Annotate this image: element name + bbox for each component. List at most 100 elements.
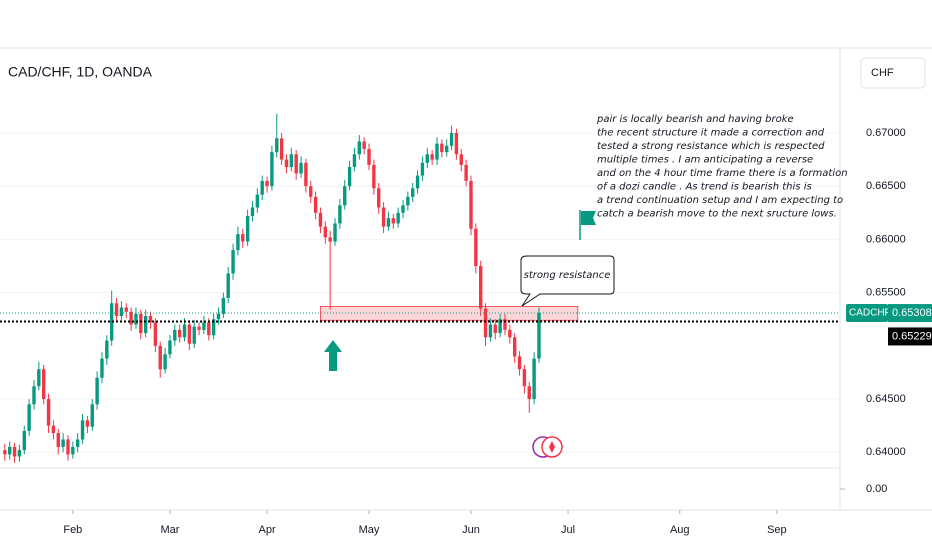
candle-body — [163, 354, 167, 370]
candle-body — [459, 154, 463, 165]
candle-body — [90, 404, 94, 427]
candle-body — [309, 186, 313, 197]
candle-body — [226, 273, 230, 298]
candle-body — [323, 226, 328, 238]
candle-body — [527, 386, 531, 400]
candle-body — [508, 329, 512, 338]
candle-body — [275, 138, 279, 153]
x-tick-label: Jul — [561, 524, 575, 536]
candle-body — [129, 311, 133, 325]
candle-body — [119, 307, 124, 317]
candle-body — [139, 313, 143, 334]
candle-body — [134, 313, 138, 325]
candle-body — [71, 446, 75, 455]
candle-body — [51, 425, 56, 434]
candle-body — [265, 180, 269, 187]
x-tick-label: Sep — [767, 524, 787, 536]
x-tick-label: Mar — [160, 524, 179, 536]
candle-body — [299, 162, 303, 174]
y-tick-label: 0.65500 — [866, 287, 906, 299]
candle-body — [95, 377, 99, 405]
note-line: catch a bearish move to the next sructur… — [597, 209, 837, 220]
candle-body — [449, 132, 454, 146]
candle-body — [445, 145, 449, 153]
candle-body — [313, 196, 318, 213]
flag — [581, 211, 596, 225]
note-line: pair is locally bearish and having broke — [596, 114, 794, 125]
candle-body — [483, 308, 488, 338]
candle-body — [478, 266, 483, 309]
x-tick-label: Jun — [462, 524, 480, 536]
flag-icon — [549, 441, 555, 453]
candle-body — [241, 234, 245, 242]
candle-body — [85, 420, 90, 427]
candle-body — [12, 446, 17, 457]
candle-body — [158, 345, 162, 370]
candle-body — [41, 369, 46, 400]
candle-body — [362, 141, 366, 149]
resistance-zone — [320, 306, 579, 321]
candle-body — [430, 154, 434, 160]
candle-body — [401, 205, 405, 213]
candle-body — [66, 439, 70, 455]
candle-body — [231, 250, 235, 274]
candle-body — [469, 180, 473, 229]
candle-body — [124, 307, 128, 312]
candle-body — [260, 180, 264, 195]
candle-body — [420, 162, 425, 176]
candle-body — [32, 386, 36, 405]
candle-body — [357, 141, 362, 155]
candle-body — [46, 399, 51, 426]
candle-body — [517, 356, 522, 370]
y-tick-label: 0.67000 — [866, 127, 906, 139]
candle-body — [197, 326, 201, 330]
y-tick-label: 0.66000 — [866, 233, 906, 245]
candle-body — [211, 319, 216, 336]
candle-body — [27, 404, 31, 431]
currency-label: CHF — [871, 67, 894, 79]
callout-text: strong resistance — [524, 270, 611, 281]
note-line: and on the 4 hour time frame there is a … — [597, 168, 848, 179]
callout-box — [520, 255, 615, 307]
candle-body — [333, 223, 337, 242]
candle-body — [347, 167, 352, 187]
candle-body — [435, 143, 439, 160]
x-tick-label: May — [359, 524, 380, 536]
symbol-label: CADCHF — [849, 308, 891, 319]
candle-body — [318, 212, 323, 227]
currency-button[interactable] — [860, 57, 926, 89]
volume-tick-label: 0.00 — [866, 483, 887, 495]
candle-body — [406, 196, 410, 206]
candle-body — [343, 186, 347, 206]
candle-body — [284, 159, 289, 168]
candle-body — [216, 313, 221, 320]
candle-body — [114, 303, 119, 317]
candle-body — [75, 439, 80, 447]
candle-body — [250, 207, 255, 216]
candle-body — [173, 329, 177, 341]
candle-body — [61, 439, 65, 447]
candle-body — [411, 188, 415, 197]
candle-body — [440, 143, 444, 153]
x-tick-label: Feb — [63, 524, 82, 536]
candle-body — [279, 138, 284, 160]
candle-body — [289, 154, 294, 168]
candle-body — [270, 152, 274, 187]
candle-body — [177, 329, 182, 338]
candle-body — [328, 237, 332, 242]
y-tick-label: 0.66500 — [866, 180, 906, 192]
arrow-up — [324, 340, 342, 371]
plot — [0, 113, 840, 463]
candle-body — [503, 319, 507, 330]
candle-body — [80, 420, 85, 440]
candle-body — [425, 154, 429, 163]
candle-body — [236, 234, 240, 251]
prev-close-tag — [888, 327, 932, 346]
candle-body — [22, 430, 26, 451]
note: pair is locally bearish and having broke… — [596, 114, 848, 220]
candle-body — [182, 324, 187, 338]
candle-body — [532, 358, 536, 400]
note-line: tested a strong resistance which is resp… — [597, 141, 825, 152]
candle-body — [294, 154, 298, 174]
